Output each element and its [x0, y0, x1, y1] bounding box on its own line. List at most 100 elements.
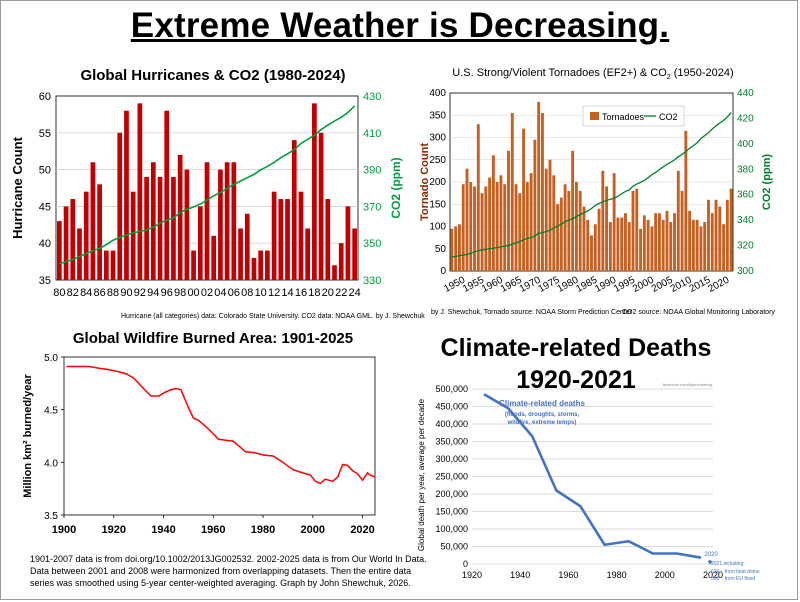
hurricane-x-tick: 88 [107, 287, 119, 299]
tornado-y2-tick: 380 [737, 164, 754, 175]
tornado-y2-tick: 400 [737, 139, 754, 150]
hurricane-bar [77, 228, 82, 280]
tornado-y2-tick: 340 [737, 215, 754, 226]
tornado-y2-axis-label: CO2 (ppm) [761, 154, 773, 211]
tornado-legend-label: CO2 [659, 112, 678, 122]
tornado-bar [688, 210, 692, 271]
hurricane-bar [63, 206, 69, 280]
hurricane-bar [265, 250, 270, 280]
tornado-bar [624, 213, 627, 271]
hurricane-bar [231, 162, 237, 280]
tornado-y-tick: 250 [429, 155, 446, 166]
hurricane-y-tick: 55 [39, 128, 51, 140]
hurricane-x-tick: 10 [255, 287, 267, 299]
tornado-bar [669, 222, 673, 271]
hurricane-x-tick: 02 [201, 287, 213, 299]
tornado-bar [499, 175, 503, 271]
tornado-bar [657, 213, 661, 271]
tornado-bar [578, 190, 582, 271]
hurricane-bar [177, 154, 183, 280]
wildfire-y-tick: 5.0 [44, 353, 58, 364]
deaths-y-tick: 450,000 [435, 402, 468, 412]
deaths-x-tick: 1960 [558, 570, 578, 580]
tornado-bar [586, 219, 590, 271]
wildfire-x-tick: 1980 [251, 524, 275, 536]
hurricane-bar [130, 191, 136, 280]
tornado-y-tick: 200 [429, 177, 446, 188]
hurricane-y-tick: 35 [39, 275, 51, 287]
wildfire-x-tick: 2020 [350, 524, 374, 536]
wildfire-chart-title: Global Wildfire Burned Area: 1901-2025 [73, 330, 353, 347]
hurricane-bar [90, 162, 96, 280]
hurricane-x-tick: 92 [134, 287, 146, 299]
deaths-x-tick: 1920 [462, 570, 482, 580]
tornado-bar [480, 193, 484, 271]
tornado-bar [691, 219, 695, 271]
tornado-bar [533, 139, 537, 271]
hurricane-x-tick: 12 [268, 287, 280, 299]
deaths-annotation-line: wildfire, extreme temps) [507, 420, 577, 426]
tornado-bar [507, 150, 510, 271]
tornado-y2-tick: 320 [737, 241, 754, 252]
deaths-annotation-line: (floods, droughts, storms, [505, 412, 580, 418]
deaths-note-line: 624 ↑ from heat dome [711, 569, 760, 575]
tornado-bar [537, 101, 541, 272]
wildfire-x-tick: 2000 [301, 524, 325, 536]
hurricane-bar [171, 176, 176, 280]
tornado-bar [680, 190, 684, 271]
tornado-bar [529, 173, 533, 271]
hurricane-bar [184, 169, 190, 280]
tornado-bar [522, 128, 526, 271]
tornado-bar [631, 190, 635, 271]
tornado-bar [457, 224, 461, 271]
hurricane-y-tick: 40 [39, 238, 51, 250]
hurricane-y2-tick: 430 [363, 91, 381, 103]
tornado-bar [567, 190, 571, 271]
tornado-bar [525, 182, 529, 271]
hurricane-bar [103, 250, 109, 280]
page-title: Extreme Weather is Decreasing. [130, 6, 670, 45]
tornado-bar [514, 184, 518, 271]
tornado-bar [574, 182, 578, 271]
tornado-bar [556, 204, 559, 271]
tornado-bar [729, 188, 733, 271]
tornado-bar [673, 213, 676, 271]
hurricane-bar [238, 228, 243, 280]
tornado-chart-title: U.S. Strong/Violent Tornadoes (EF2+) & C… [452, 67, 733, 81]
deaths-2021-point [708, 560, 712, 564]
hurricane-y2-tick: 410 [363, 128, 381, 140]
tornado-bar [699, 226, 703, 271]
tornado-bar [571, 150, 575, 271]
deaths-x-tick: 1940 [510, 570, 530, 580]
tornado-bar [495, 182, 499, 271]
hurricane-bar [352, 228, 357, 280]
deaths-x-tick: 2020 [703, 570, 723, 580]
hurricane-x-tick: 96 [161, 287, 173, 299]
tornado-y-tick: 150 [429, 199, 446, 210]
wildfire-y-axis-label: Million km² burned/year [22, 374, 34, 498]
tornado-bar [510, 113, 514, 272]
deaths-source-tag: facebook.com/bjornlomborg [663, 382, 712, 387]
hurricane-x-tick: 94 [147, 287, 159, 299]
wildfire-footnote: 1901-2007 data is from doi.org/10.1002/2… [30, 553, 427, 589]
deaths-note-line: 2021 including: [711, 561, 745, 567]
hurricane-x-tick: 14 [281, 287, 293, 299]
deaths-y-tick: 200,000 [435, 489, 468, 499]
tornado-bar [548, 159, 552, 271]
tornado-bar [473, 186, 476, 271]
tornado-bar [461, 184, 465, 271]
tornado-bar [541, 113, 544, 272]
wildfire-y-tick: 4.0 [44, 458, 58, 469]
tornado-bar [684, 130, 688, 271]
hurricane-x-tick: 18 [308, 287, 320, 299]
hurricane-x-tick: 16 [295, 287, 307, 299]
tornado-bar [646, 219, 650, 271]
tornado-bar [563, 184, 567, 271]
deaths-y-tick: 100,000 [435, 524, 468, 534]
hurricane-x-tick: 84 [80, 287, 92, 299]
tornado-legend-label: Tornadoes [602, 112, 645, 122]
tornado-bar [450, 228, 454, 271]
tornado-bar [661, 219, 665, 271]
tornado-legend-swatch [590, 112, 599, 120]
